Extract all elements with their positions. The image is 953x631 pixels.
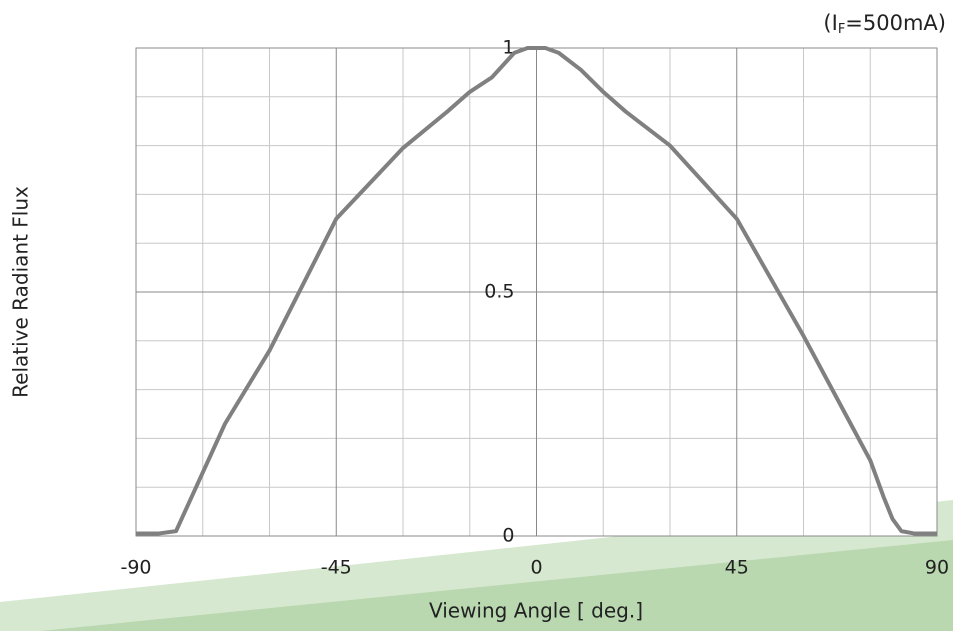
annotation: (IF=500mA) [823,11,946,37]
x-tick-label: 0 [530,557,542,579]
y-axis-label: Relative Radiant Flux [9,186,33,398]
x-tick-label: -45 [321,557,352,579]
x-axis-label: Viewing Angle [ deg.] [429,599,643,623]
x-tick-label: -90 [120,557,151,579]
y-tick-label: 0.5 [484,281,514,303]
data-line [136,46,937,536]
x-tick-label: 90 [925,557,949,579]
y-tick-label: 0 [502,525,514,547]
x-tick-label: 45 [725,557,749,579]
background-swoosh [40,540,953,631]
